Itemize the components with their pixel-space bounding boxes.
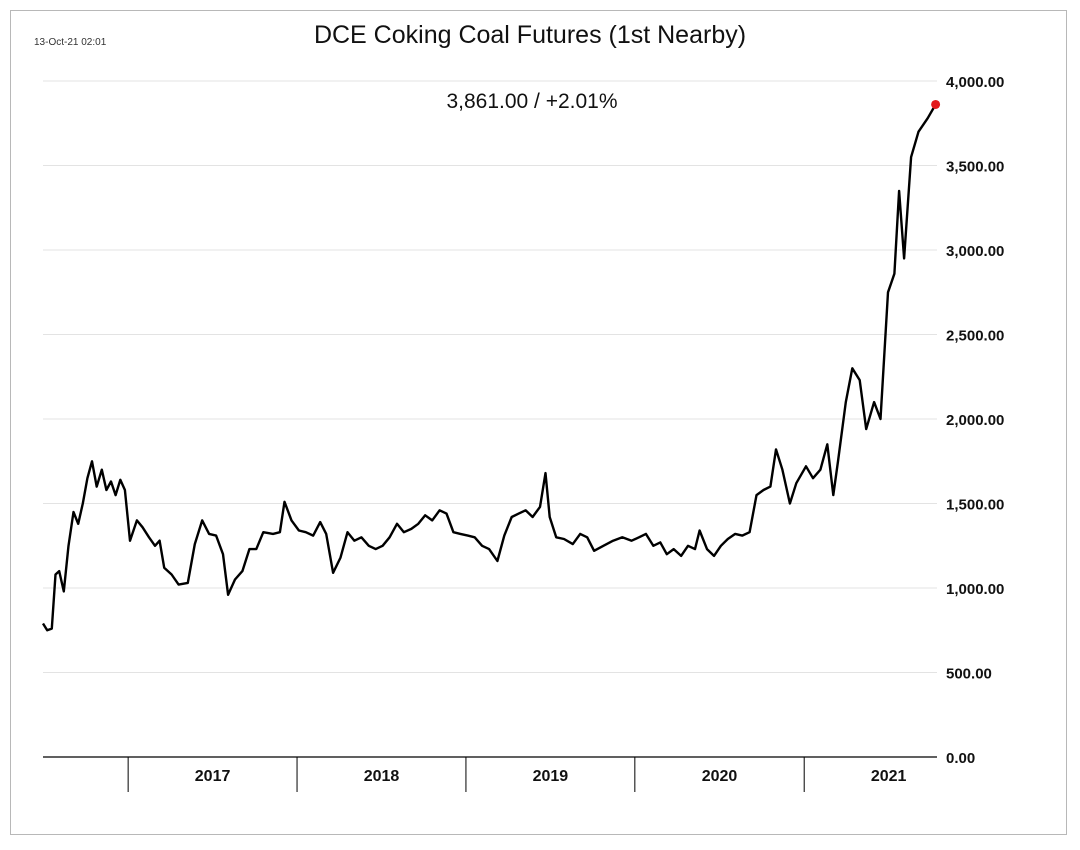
x-tick-label: 2019 [533,768,569,785]
y-tick-label: 4,000.00 [946,74,1004,91]
price-series [41,99,941,632]
timestamp: 13-Oct-21 02:01 [34,37,107,48]
y-tick-label: 0.00 [946,750,975,767]
y-tick-label: 1,000.00 [946,581,1004,598]
x-axis: 2017 2018 2019 2020 2021 [43,756,937,792]
x-tick-label: 2020 [702,768,738,785]
y-tick-label: 3,500.00 [946,159,1004,176]
x-tick-label: 2017 [195,768,231,785]
last-value-label: 3,861.00 / +2.01% [446,90,617,113]
y-tick-label: 2,000.00 [946,412,1004,429]
chart-title: DCE Coking Coal Futures (1st Nearby) [313,21,747,49]
x-tick-label: 2021 [871,768,907,785]
last-point-marker [931,99,941,109]
price-line [41,103,937,632]
y-tick-label: 3,000.00 [946,243,1004,260]
grid-lines [43,80,937,673]
x-tick-label: 2018 [364,768,400,785]
y-axis: 0.00 500.00 1,000.00 1,500.00 2,000.00 2,500.… [946,74,1004,767]
y-tick-label: 1,500.00 [946,497,1004,514]
y-tick-label: 2,500.00 [946,328,1004,345]
chart-frame [10,10,1067,835]
y-tick-label: 500.00 [946,666,992,683]
